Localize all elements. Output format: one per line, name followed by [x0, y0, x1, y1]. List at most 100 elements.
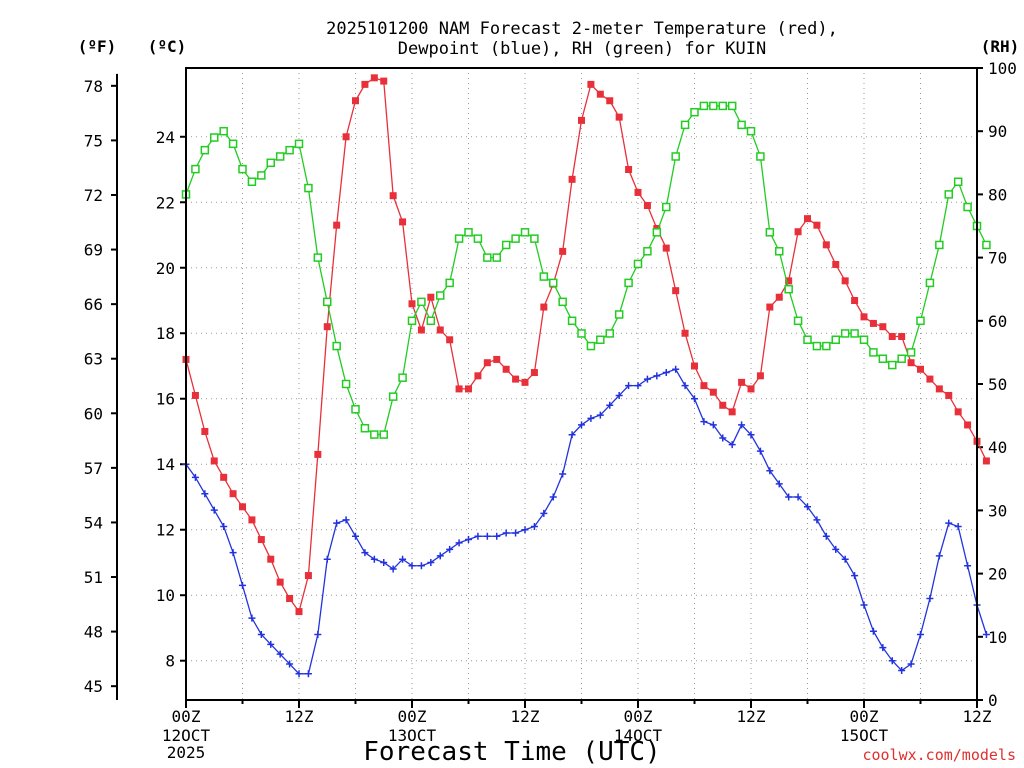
dewpoint-point — [267, 640, 275, 648]
x-tick-label: 00Z — [398, 707, 427, 726]
dewpoint-point — [502, 529, 510, 537]
rh-point — [775, 247, 784, 256]
temperature-point — [530, 369, 538, 377]
rh-point — [407, 316, 417, 326]
x-tick-label: 12Z — [285, 707, 314, 726]
rh-point — [257, 171, 266, 180]
rh-point — [906, 348, 916, 357]
temperature-point — [248, 516, 256, 524]
dewpoint-point — [794, 493, 802, 501]
temperature-point — [766, 303, 774, 311]
rh-point — [746, 126, 756, 136]
dewpoint-point — [314, 631, 322, 639]
dewpoint-point — [954, 522, 962, 530]
rh-point — [671, 152, 680, 161]
rh-point — [332, 341, 341, 351]
rh-point — [624, 278, 633, 288]
temperature-point — [700, 382, 708, 390]
fahrenheit-tick-label: 51 — [84, 568, 103, 587]
dewpoint-point — [370, 555, 378, 563]
dewpoint-point — [982, 631, 990, 639]
dewpoint-point — [239, 581, 246, 589]
rh-point — [323, 297, 332, 307]
rh-point — [840, 329, 850, 338]
temperature-point — [841, 277, 849, 285]
x-tick-label: 12Z — [963, 707, 992, 726]
temperature-point — [719, 401, 727, 409]
dewpoint-point — [935, 552, 943, 560]
dewpoint-point — [191, 473, 199, 481]
rh-point — [925, 278, 935, 288]
x-tick-label: 00Z — [624, 707, 653, 726]
rh-tick-label: 100 — [988, 59, 1017, 78]
x-tick-date: 13OCT — [388, 726, 437, 745]
celsius-tick-label: 20 — [156, 259, 175, 278]
dewpoint-point — [879, 644, 887, 652]
celsius-tick-label: 22 — [156, 193, 175, 212]
temperature-point — [295, 608, 303, 616]
dewpoint-point — [465, 536, 472, 544]
rh-point — [869, 348, 878, 357]
temperature-point — [596, 90, 604, 98]
rh-point — [963, 202, 972, 212]
temperature-point — [954, 408, 962, 416]
dewpoint-point — [286, 660, 294, 668]
rh-point — [784, 284, 793, 294]
rh-point — [285, 145, 294, 155]
dewpoint-point — [888, 657, 896, 665]
dewpoint-point — [634, 382, 642, 390]
temperature-point — [465, 385, 472, 393]
temperature-point — [935, 385, 943, 393]
temperature-point — [860, 313, 868, 321]
dewpoint-point — [380, 558, 388, 566]
series-layer — [181, 74, 991, 678]
celsius-tick-label: 18 — [156, 324, 175, 343]
dewpoint-point — [568, 431, 576, 439]
x-tick-year: 2025 — [167, 743, 206, 762]
series-dewpoint — [182, 365, 990, 678]
dewpoint-point — [399, 555, 407, 563]
temperature-point — [917, 365, 924, 373]
temperature-point — [304, 572, 312, 580]
dewpoint-point — [333, 519, 341, 527]
rh-tick-label: 10 — [988, 628, 1007, 647]
temperature-point — [945, 391, 953, 399]
temperature-point — [709, 388, 717, 396]
dewpoint-point — [342, 516, 350, 524]
rh-point — [756, 152, 765, 161]
rh-point — [643, 247, 652, 256]
dewpoint-point — [549, 493, 557, 501]
rh-point — [944, 190, 953, 199]
dewpoint-point — [841, 555, 849, 563]
dewpoint-point — [210, 506, 218, 514]
fahrenheit-tick-label: 63 — [84, 350, 103, 369]
rh-point — [567, 316, 577, 326]
temperature-point — [907, 359, 915, 367]
dewpoint-point — [521, 526, 529, 534]
rh-point — [831, 335, 840, 345]
rh-point — [454, 234, 464, 243]
temperature-point — [502, 365, 510, 373]
temperature-point — [436, 326, 444, 334]
dewpoint-point — [361, 549, 369, 557]
rh-point — [266, 158, 275, 168]
rh-point — [633, 259, 643, 269]
dewpoint-point — [681, 382, 689, 390]
fahrenheit-tick-label: 45 — [84, 677, 103, 696]
rh-point — [473, 234, 483, 243]
rh-point — [539, 272, 549, 281]
rh-point — [737, 120, 746, 130]
temperature-point — [286, 594, 294, 602]
dewpoint-point — [653, 372, 661, 380]
rh-point — [699, 101, 709, 111]
fahrenheit-tick-label: 48 — [84, 623, 103, 642]
celsius-tick-label: 14 — [156, 455, 175, 474]
temperature-point — [662, 244, 670, 252]
rh-point — [850, 329, 859, 338]
rh-point — [426, 316, 436, 326]
dewpoint-point — [220, 522, 228, 530]
dewpoint-point — [417, 562, 425, 570]
dewpoint-point — [606, 401, 614, 409]
temperature-point — [540, 303, 548, 311]
